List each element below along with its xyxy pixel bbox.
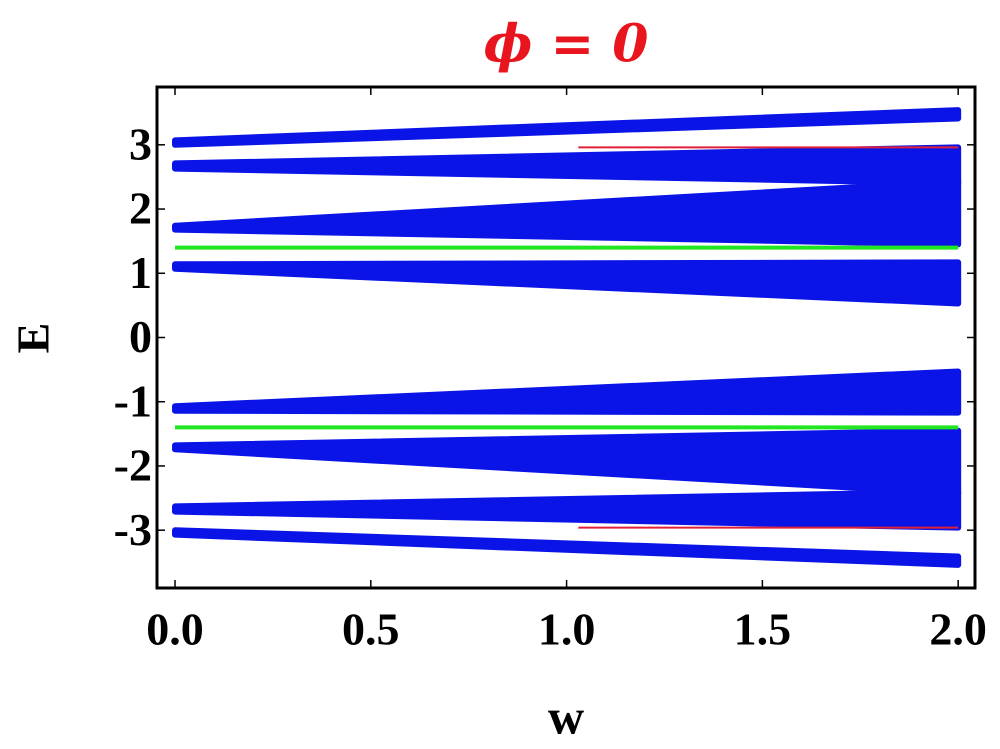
x-tick-label: 1.5 [734,604,792,655]
band [172,488,962,531]
band [172,427,962,497]
chart-title: ϕ = 0 [484,14,649,75]
y-tick-label: -3 [114,504,152,555]
band [172,107,962,148]
y-tick-label: 1 [129,247,152,298]
band [172,527,962,568]
x-tick-label: 2.0 [929,604,987,655]
y-tick-label: -1 [114,375,152,426]
y-tick-label: 0 [129,311,152,362]
band [172,144,962,187]
y-tick-label: 3 [129,118,152,169]
band [172,178,962,248]
x-tick-label: 0.0 [146,604,204,655]
y-tick-label: -2 [114,440,152,491]
x-tick-label: 0.5 [342,604,400,655]
band [172,368,962,416]
y-tick-label: 2 [129,183,152,234]
band [172,259,962,307]
x-axis-label: w [548,688,584,744]
y-axis-label: E [8,323,59,354]
x-tick-label: 1.0 [538,604,596,655]
